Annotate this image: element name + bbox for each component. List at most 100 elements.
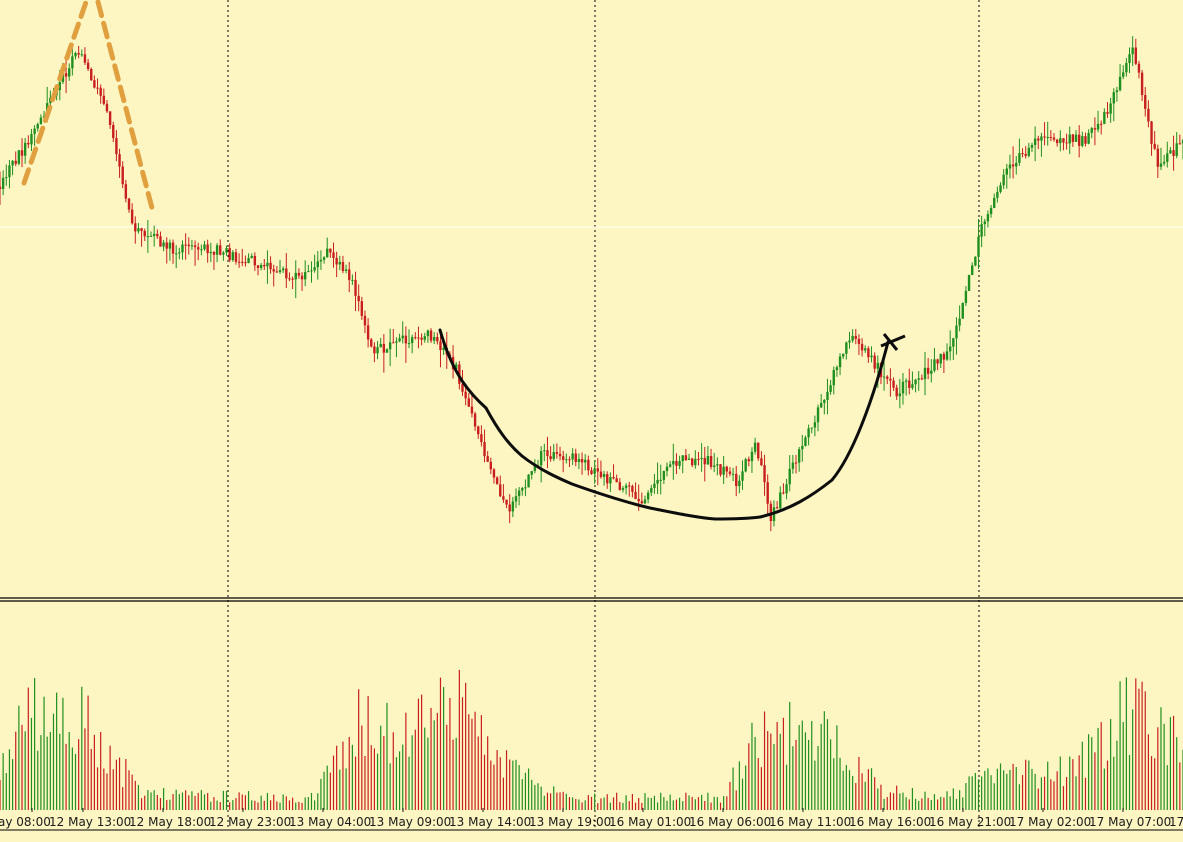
- candle-body: [684, 455, 688, 460]
- candle-body: [0, 186, 2, 189]
- candle-body: [741, 471, 744, 481]
- candle-body: [14, 160, 17, 164]
- x-tick-label: 16 May 11:00: [769, 815, 851, 829]
- candle-body: [1084, 136, 1087, 144]
- candle-body: [159, 236, 162, 247]
- candle-body: [1077, 134, 1081, 146]
- candle-body: [511, 501, 515, 512]
- candle-body: [700, 457, 703, 460]
- candle-body: [1122, 72, 1125, 77]
- candle-body: [961, 302, 964, 319]
- candle-body: [483, 442, 486, 457]
- x-tick-label: 13 May 04:00: [289, 815, 371, 829]
- candle-body: [247, 258, 250, 263]
- candle-body: [108, 111, 112, 126]
- candle-body: [130, 209, 134, 224]
- x-tick-label: 16 May 01:00: [609, 815, 691, 829]
- candle-body: [945, 351, 949, 360]
- candle-body: [593, 468, 596, 474]
- candle-body: [1140, 72, 1144, 96]
- candle-body: [832, 370, 835, 386]
- candle-body: [747, 459, 751, 462]
- candle-body: [948, 346, 952, 352]
- candle-body: [665, 466, 669, 472]
- candle-body: [999, 185, 1002, 192]
- candle-body: [366, 325, 370, 340]
- candle-body: [266, 262, 269, 267]
- candle-body: [653, 483, 656, 489]
- candle-body: [8, 165, 11, 178]
- candle-body: [477, 426, 480, 435]
- candle-body: [181, 244, 184, 253]
- candle-body: [473, 413, 477, 427]
- candle-body: [58, 81, 61, 91]
- x-tick-label: 16 May 21:00: [929, 815, 1011, 829]
- candle-body: [250, 255, 253, 259]
- candle-body: [892, 380, 895, 388]
- candle-body: [634, 491, 637, 499]
- x-tick-label: 13 May 09:00: [369, 815, 451, 829]
- candle-body: [1065, 142, 1068, 144]
- candle-body: [297, 272, 301, 276]
- candle-body: [977, 236, 980, 257]
- candle-body: [628, 485, 631, 487]
- candle-body: [20, 150, 24, 156]
- candle-body: [804, 437, 807, 446]
- candle-body: [794, 462, 798, 464]
- candle-body: [838, 356, 842, 368]
- candle-body: [256, 265, 260, 268]
- candle-body: [291, 278, 294, 280]
- candle-body: [952, 338, 955, 347]
- candle-body: [5, 177, 8, 179]
- candle-body: [810, 427, 813, 429]
- candle-body: [1099, 123, 1103, 125]
- candle-body: [731, 473, 735, 475]
- candle-body: [864, 348, 867, 351]
- candle-body: [602, 474, 606, 478]
- x-tick-label: 17 May 07:00: [1089, 815, 1171, 829]
- candle-body: [442, 347, 445, 351]
- candle-body: [96, 87, 99, 89]
- candle-body: [23, 142, 27, 156]
- candle-body: [1002, 174, 1005, 186]
- candle-body: [344, 269, 348, 272]
- candle-body: [275, 271, 279, 273]
- candle-body: [904, 380, 908, 382]
- candle-body: [1027, 147, 1031, 156]
- candle-body: [354, 279, 357, 296]
- candle-body: [1131, 47, 1134, 55]
- candle-body: [725, 466, 728, 472]
- candle-body: [373, 346, 376, 354]
- candle-body: [533, 465, 537, 472]
- candle-body: [140, 228, 143, 231]
- candle-body: [942, 353, 946, 360]
- candle-body: [489, 461, 493, 470]
- candle-body: [640, 501, 644, 504]
- candle-body: [753, 442, 757, 452]
- candle-body: [1081, 136, 1084, 146]
- candle-body: [272, 269, 275, 272]
- candle-body: [898, 393, 902, 397]
- candle-body: [165, 242, 168, 249]
- candle-body: [209, 252, 213, 254]
- x-tick-label: 17 May 02:00: [1009, 815, 1091, 829]
- candle-body: [244, 262, 247, 264]
- x-tick-label: 13 May 14:00: [449, 815, 531, 829]
- candle-body: [1172, 150, 1175, 156]
- candle-body: [1147, 108, 1150, 122]
- candle-body: [1043, 136, 1046, 138]
- candle-body: [1159, 163, 1163, 167]
- candle-body: [1162, 161, 1166, 164]
- candle-body: [819, 402, 823, 408]
- candle-body: [234, 252, 238, 262]
- candle-body: [118, 154, 121, 167]
- candle-body: [134, 223, 137, 232]
- candle-body: [263, 264, 266, 267]
- candle-body: [351, 279, 354, 281]
- candle-body: [521, 488, 524, 491]
- candle-body: [492, 469, 496, 478]
- candle-body: [1112, 92, 1115, 104]
- candle-body: [1175, 143, 1178, 156]
- candle-body: [709, 456, 713, 467]
